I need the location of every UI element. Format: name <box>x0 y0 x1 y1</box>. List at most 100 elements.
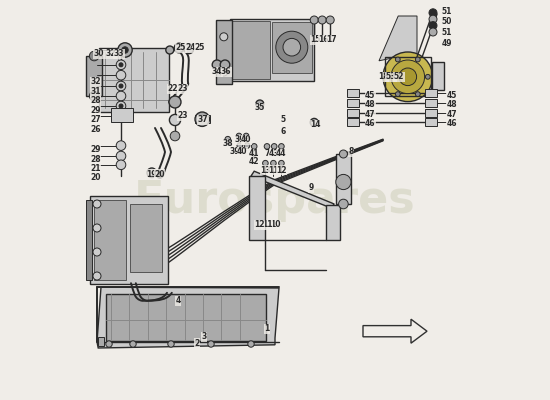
Text: 15: 15 <box>311 36 321 44</box>
Bar <box>336 154 351 204</box>
Circle shape <box>119 63 123 67</box>
Text: 10: 10 <box>270 220 280 229</box>
Text: 3: 3 <box>201 332 206 341</box>
Bar <box>347 118 359 126</box>
Circle shape <box>310 118 318 126</box>
Circle shape <box>279 160 284 166</box>
Text: 2: 2 <box>194 339 200 348</box>
Text: 27: 27 <box>91 116 101 124</box>
Text: 8: 8 <box>348 148 354 156</box>
Text: 46: 46 <box>365 120 376 128</box>
Circle shape <box>251 151 257 156</box>
Text: 28: 28 <box>91 155 101 164</box>
Circle shape <box>157 172 163 178</box>
Circle shape <box>271 160 276 166</box>
Circle shape <box>279 144 284 149</box>
Text: 45: 45 <box>447 91 457 100</box>
Circle shape <box>264 144 270 149</box>
Text: Eurospares: Eurospares <box>134 178 416 222</box>
Circle shape <box>262 160 268 166</box>
Text: 4: 4 <box>175 296 181 305</box>
Text: 40: 40 <box>237 148 248 156</box>
Circle shape <box>415 92 420 96</box>
Bar <box>249 176 265 240</box>
Text: 21: 21 <box>91 164 101 173</box>
Text: 39: 39 <box>230 148 240 156</box>
Circle shape <box>169 114 180 126</box>
Circle shape <box>271 144 277 149</box>
Circle shape <box>116 60 126 70</box>
Circle shape <box>90 51 99 61</box>
Circle shape <box>106 341 112 347</box>
Bar <box>347 89 359 97</box>
Text: 52: 52 <box>394 72 404 81</box>
Bar <box>90 196 168 284</box>
Circle shape <box>391 60 425 94</box>
Circle shape <box>118 43 132 57</box>
Bar <box>272 22 312 73</box>
Circle shape <box>116 91 126 101</box>
Text: 29: 29 <box>91 146 101 154</box>
Circle shape <box>147 168 157 178</box>
Circle shape <box>236 133 242 139</box>
Bar <box>216 20 232 84</box>
Text: 46: 46 <box>447 120 457 128</box>
Circle shape <box>116 141 126 150</box>
Circle shape <box>244 143 250 148</box>
Circle shape <box>425 74 430 79</box>
Circle shape <box>208 341 214 347</box>
Circle shape <box>220 33 228 41</box>
Circle shape <box>116 160 126 170</box>
Circle shape <box>93 272 101 280</box>
Text: 51: 51 <box>442 8 452 16</box>
Bar <box>347 99 359 107</box>
Bar <box>94 200 126 280</box>
Circle shape <box>130 341 136 347</box>
Text: 24: 24 <box>186 44 196 52</box>
Text: 48: 48 <box>447 100 457 109</box>
Text: 31: 31 <box>91 88 101 96</box>
Text: 1: 1 <box>265 324 270 333</box>
Circle shape <box>339 199 348 209</box>
Circle shape <box>326 16 334 24</box>
Bar <box>99 48 169 112</box>
Text: 37: 37 <box>197 116 208 124</box>
Text: 12: 12 <box>255 220 265 229</box>
Polygon shape <box>251 171 334 208</box>
Text: 50: 50 <box>442 18 452 26</box>
Text: 33: 33 <box>114 50 124 58</box>
Circle shape <box>184 44 194 54</box>
Text: 35: 35 <box>255 104 265 112</box>
Text: 48: 48 <box>365 100 376 109</box>
Bar <box>106 294 266 341</box>
Text: 36: 36 <box>221 68 232 76</box>
Text: 22: 22 <box>168 84 178 93</box>
Text: 41: 41 <box>249 149 260 158</box>
Text: 47: 47 <box>447 110 457 119</box>
Text: 32: 32 <box>106 50 116 58</box>
Circle shape <box>116 81 126 91</box>
Text: 5: 5 <box>280 116 285 124</box>
Text: 43: 43 <box>269 149 279 158</box>
Bar <box>86 200 92 280</box>
Text: 28: 28 <box>91 96 101 105</box>
Circle shape <box>251 144 257 149</box>
Circle shape <box>318 16 326 24</box>
Text: 16: 16 <box>318 36 329 44</box>
Bar <box>98 337 104 346</box>
Bar <box>232 21 270 79</box>
Text: 29: 29 <box>91 106 101 115</box>
Circle shape <box>122 47 128 53</box>
Bar <box>432 62 444 90</box>
Circle shape <box>429 15 437 23</box>
Text: 11: 11 <box>268 166 279 174</box>
Circle shape <box>116 70 126 80</box>
Text: 19: 19 <box>146 170 157 178</box>
Circle shape <box>283 38 301 56</box>
Circle shape <box>276 31 308 63</box>
Text: 12: 12 <box>276 166 287 174</box>
Text: 7: 7 <box>265 149 270 158</box>
Circle shape <box>395 57 400 62</box>
Text: 42: 42 <box>249 157 260 166</box>
Circle shape <box>119 84 123 88</box>
